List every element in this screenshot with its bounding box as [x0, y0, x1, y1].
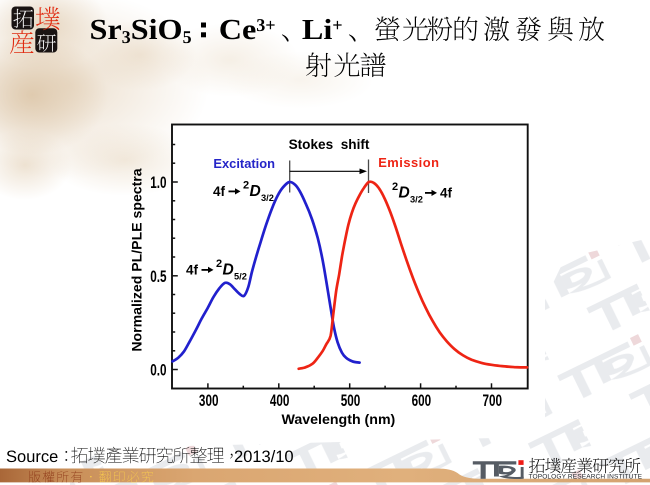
svg-text:Normalized PL/PLE spectra: Normalized PL/PLE spectra [129, 168, 145, 351]
svg-text:700: 700 [483, 392, 503, 410]
svg-text:D: D [223, 262, 234, 279]
svg-text:TOPOLOGY RESEARCH INSTITUTE: TOPOLOGY RESEARCH INSTITUTE [529, 473, 643, 480]
svg-text:3/2: 3/2 [261, 193, 274, 203]
svg-text:5/2: 5/2 [234, 272, 247, 282]
svg-text:Wavelength (nm): Wavelength (nm) [282, 412, 396, 428]
svg-text:0.0: 0.0 [150, 362, 166, 380]
svg-text:4f: 4f [186, 263, 199, 278]
svg-text:500: 500 [341, 392, 361, 410]
svg-text:D: D [250, 183, 261, 200]
svg-text:600: 600 [412, 392, 432, 410]
svg-text:2: 2 [216, 258, 222, 270]
svg-text:2: 2 [392, 181, 398, 193]
svg-text:4f: 4f [440, 186, 453, 201]
svg-text:Excitation: Excitation [213, 156, 275, 171]
svg-text:3/2: 3/2 [410, 195, 423, 205]
svg-text:Emission: Emission [378, 155, 439, 170]
svg-text:4f: 4f [213, 184, 226, 199]
svg-text:1.0: 1.0 [150, 174, 166, 192]
svg-text:300: 300 [199, 392, 219, 410]
svg-text:D: D [399, 185, 410, 202]
svg-text:2: 2 [243, 180, 249, 192]
svg-text:0.5: 0.5 [150, 268, 166, 286]
svg-text:Stokes shift: Stokes shift [289, 137, 370, 152]
svg-text:400: 400 [270, 392, 290, 410]
